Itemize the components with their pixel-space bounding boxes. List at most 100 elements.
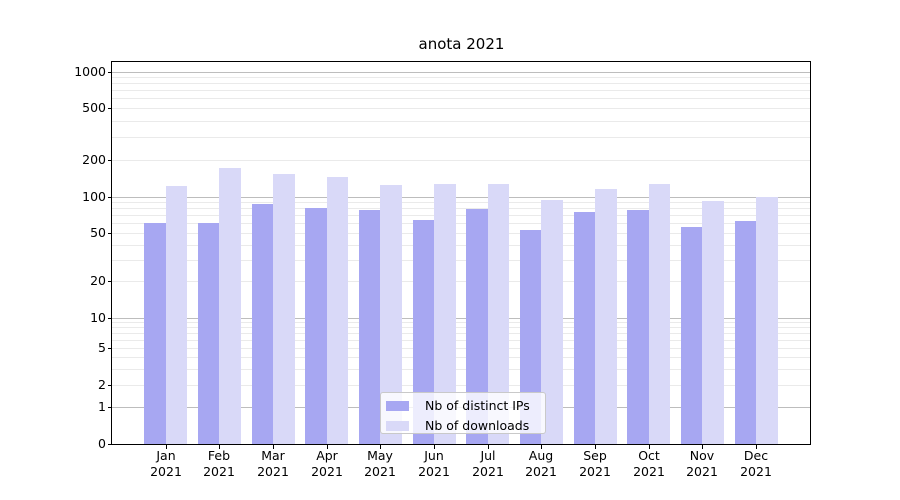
x-tick-label-dec: Dec 2021: [740, 448, 772, 479]
x-tick-mark: [488, 445, 489, 449]
x-tick-mark: [595, 445, 596, 449]
legend: Nb of distinct IPs Nb of downloads: [380, 392, 546, 434]
bar-distinct-ips-jun: [412, 220, 435, 444]
bar-downloads-may: [380, 184, 402, 444]
gridline-minor: [112, 98, 810, 99]
y-tick-mark: [108, 72, 112, 73]
x-tick-label-apr: Apr 2021: [311, 448, 343, 479]
legend-item-downloads: Nb of downloads: [386, 418, 539, 433]
y-tick-mark: [108, 160, 112, 161]
bar-distinct-ips-apr: [305, 208, 327, 444]
x-tick-label-jul: Jul 2021: [472, 448, 504, 479]
bar-distinct-ips-may: [358, 210, 381, 444]
x-tick-label-nov: Nov 2021: [686, 448, 718, 479]
x-tick-label-oct: Oct 2021: [633, 448, 665, 479]
gridline-minor: [112, 108, 810, 109]
legend-swatch-distinct-ips: [386, 400, 409, 411]
bar-distinct-ips-oct: [627, 210, 649, 444]
gridline-minor: [112, 357, 810, 358]
gridline-major: [112, 197, 810, 198]
x-tick-mark: [166, 445, 167, 449]
bar-downloads-jun: [434, 183, 456, 444]
bar-downloads-sep: [595, 189, 617, 444]
bar-downloads-mar: [273, 174, 295, 444]
bar-distinct-ips-aug: [519, 229, 542, 444]
bar-distinct-ips-jul: [466, 208, 488, 444]
x-tick-label-feb: Feb 2021: [203, 448, 235, 479]
y-tick-label: 50: [90, 225, 106, 240]
gridline-minor: [112, 233, 810, 234]
gridline-minor: [112, 340, 810, 341]
y-tick-label: 5: [98, 340, 106, 355]
bar-distinct-ips-sep: [573, 212, 596, 444]
bar-distinct-ips-nov: [680, 227, 703, 444]
bar-downloads-feb: [219, 167, 241, 444]
y-tick-mark: [108, 407, 112, 408]
y-tick-label: 0: [98, 436, 106, 451]
legend-label-distinct-ips: Nb of distinct IPs: [425, 398, 530, 413]
y-tick-mark: [108, 233, 112, 234]
x-tick-label-may: May 2021: [364, 448, 396, 479]
gridline-minor: [112, 369, 810, 370]
x-tick-mark: [756, 445, 757, 449]
y-tick-mark: [108, 444, 112, 445]
gridline-minor: [112, 322, 810, 323]
legend-item-distinct-ips: Nb of distinct IPs: [386, 398, 539, 413]
gridline-minor: [112, 333, 810, 334]
bar-downloads-nov: [702, 200, 724, 444]
gridline-major: [112, 318, 810, 319]
gridline-minor: [112, 202, 810, 203]
y-tick-label: 2: [98, 377, 106, 392]
x-tick-label-jun: Jun 2021: [418, 448, 450, 479]
x-tick-mark: [649, 445, 650, 449]
bar-downloads-apr: [326, 177, 349, 444]
y-tick-label: 10: [90, 310, 106, 325]
bar-downloads-oct: [648, 183, 671, 444]
y-tick-mark: [108, 281, 112, 282]
gridline-minor: [112, 77, 810, 78]
x-tick-mark: [434, 445, 435, 449]
gridline-minor: [112, 348, 810, 349]
chart-title: anota 2021: [418, 35, 505, 53]
legend-label-downloads: Nb of downloads: [425, 418, 530, 433]
bar-downloads-dec: [756, 196, 778, 444]
y-tick-label: 500: [82, 100, 106, 115]
gridline-minor: [112, 260, 810, 261]
y-tick-mark: [108, 318, 112, 319]
gridline-minor: [112, 83, 810, 84]
bar-downloads-aug: [541, 200, 563, 444]
y-tick-label: 1: [98, 399, 106, 414]
y-tick-mark: [108, 197, 112, 198]
x-tick-label-aug: Aug 2021: [525, 448, 557, 479]
plot-area: [111, 61, 811, 445]
bar-distinct-ips-dec: [734, 220, 757, 444]
x-tick-mark: [273, 445, 274, 449]
x-tick-mark: [219, 445, 220, 449]
legend-swatch-downloads: [386, 420, 409, 431]
gridline-minor: [112, 90, 810, 91]
y-tick-mark: [108, 108, 112, 109]
gridline-minor: [112, 137, 810, 138]
y-tick-label: 200: [82, 152, 106, 167]
y-tick-label: 1000: [74, 64, 106, 79]
y-tick-label: 20: [90, 273, 106, 288]
bar-downloads-jul: [487, 183, 510, 444]
bar-distinct-ips-mar: [251, 203, 274, 444]
gridline-major: [112, 72, 810, 73]
gridline-minor: [112, 215, 810, 216]
x-tick-mark: [327, 445, 328, 449]
gridline-minor: [112, 281, 810, 282]
x-tick-mark: [541, 445, 542, 449]
bar-downloads-jan: [165, 186, 188, 444]
y-tick-mark: [108, 385, 112, 386]
gridline-minor: [112, 385, 810, 386]
gridline-minor: [112, 223, 810, 224]
bar-distinct-ips-jan: [144, 223, 166, 444]
bar-distinct-ips-feb: [197, 223, 220, 444]
x-tick-mark: [702, 445, 703, 449]
gridline-minor: [112, 208, 810, 209]
x-tick-label-sep: Sep 2021: [579, 448, 611, 479]
y-tick-label: 100: [82, 189, 106, 204]
y-tick-mark: [108, 348, 112, 349]
